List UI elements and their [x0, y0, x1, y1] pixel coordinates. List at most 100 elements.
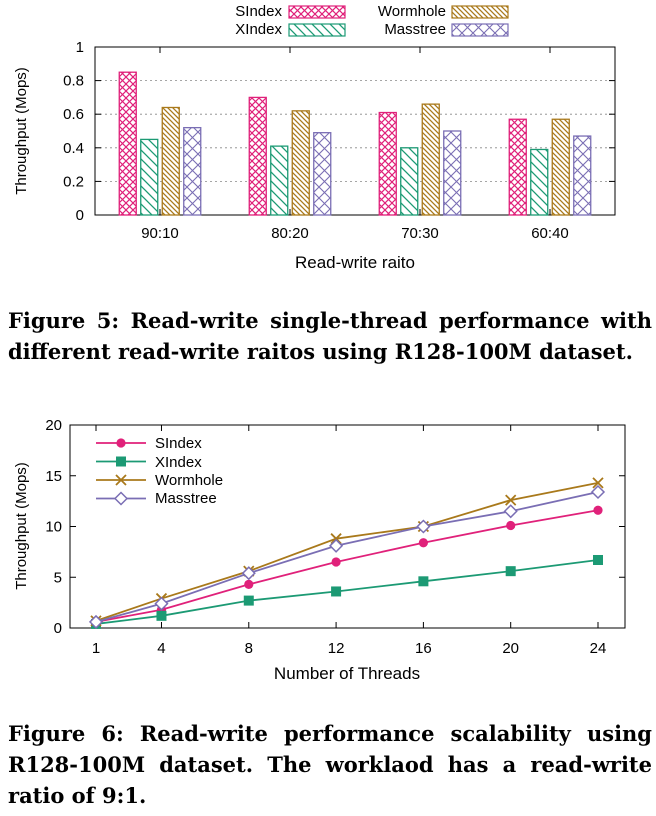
line-xindex: [95, 559, 599, 625]
x-tick-label: 20: [502, 640, 519, 657]
legend-label-xindex: XIndex: [235, 21, 282, 38]
legend-swatch-xindex: [288, 23, 346, 37]
bar-wormhole-80-20: [291, 110, 310, 216]
x-tick-label: 80:20: [271, 225, 309, 242]
x-axis-label: Read-write raito: [295, 253, 415, 272]
legend-swatch-sindex: [288, 5, 346, 19]
legend-label-sindex: SIndex: [155, 435, 202, 452]
legend-label-wormhole: Wormhole: [155, 472, 223, 489]
point-sindex-12: [331, 557, 341, 567]
x-tick-label: 90:10: [141, 225, 179, 242]
y-tick-label: 20: [45, 417, 62, 434]
series-xindex: [91, 554, 603, 629]
bar-masstree-70-30: [443, 130, 462, 216]
bar-xindex-90-10: [140, 138, 159, 216]
bar-xindex-80-20: [270, 145, 289, 216]
point-masstree-16: [416, 519, 431, 534]
series-masstree: [88, 484, 606, 629]
point-masstree-8: [241, 566, 256, 581]
x-tick-label: 12: [328, 640, 345, 657]
point-sindex-24: [593, 505, 603, 515]
legend-swatch-masstree: [451, 23, 509, 37]
legend-label-xindex: XIndex: [155, 454, 202, 471]
point-sindex-8: [244, 579, 254, 589]
bar-masstree-80-20: [313, 132, 332, 216]
bar-sindex-90-10: [118, 71, 137, 216]
figure5-caption: Figure 5: Read-write single-thread perfo…: [8, 308, 652, 364]
legend-marker-xindex: [116, 456, 126, 467]
y-tick-label: 0.2: [63, 173, 84, 190]
point-xindex-8: [243, 595, 254, 606]
figure5-bar-chart: 0 0.2 0.4 0.6 0.8 1 90:10 80:20 70:30 60:40 Thro…: [13, 3, 616, 272]
bar-masstree-90-10: [183, 126, 202, 216]
y-tick-label: 15: [45, 468, 62, 485]
y-tick-label: 0: [76, 207, 84, 224]
point-xindex-20: [505, 566, 516, 577]
x-tick-label: 70:30: [401, 225, 439, 242]
y-tick-label: 0.6: [63, 106, 84, 123]
bar-sindex-80-20: [248, 96, 267, 216]
bar-sindex-70-30: [378, 111, 397, 216]
series-lines: [88, 477, 606, 629]
bar-wormhole-90-10: [161, 106, 180, 216]
legend: SIndex XIndex Wormhole Masstree: [235, 3, 509, 38]
point-sindex-20: [506, 520, 516, 531]
bar-masstree-60-40: [573, 135, 592, 216]
y-axis-label: Throughput (Mops): [13, 67, 30, 195]
legend-marker-sindex: [116, 438, 126, 448]
bar-wormhole-70-30: [421, 103, 440, 216]
point-xindex-16: [418, 576, 429, 587]
point-wormhole-20: [505, 494, 517, 506]
point-masstree-24: [590, 484, 606, 500]
y-tick-label: 1: [76, 39, 84, 56]
bar-sindex-60-40: [508, 118, 527, 216]
bar-xindex-60-40: [530, 148, 549, 216]
figure6-caption: Figure 6: Read-write performance scalabi…: [8, 721, 652, 808]
legend-swatch-wormhole: [451, 5, 509, 19]
line-sindex: [95, 509, 599, 623]
point-xindex-4: [156, 610, 167, 621]
x-tick-labels: 1 4 8 12 16 20 24: [92, 425, 607, 657]
x-tick-label: 8: [245, 640, 253, 657]
point-masstree-20: [503, 504, 518, 519]
y-tick-label: 5: [54, 569, 62, 586]
legend-label-masstree: Masstree: [384, 21, 446, 38]
point-masstree-12: [329, 538, 344, 553]
point-xindex-24: [593, 554, 603, 565]
point-xindex-12: [331, 586, 342, 597]
plot-frame: [94, 46, 616, 216]
legend-label-masstree: Masstree: [155, 490, 217, 507]
x-tick-labels: 90:10 80:20 70:30 60:40: [141, 47, 569, 242]
point-wormhole-24: [592, 477, 604, 489]
x-tick-label: 60:40: [531, 225, 569, 242]
bar-xindex-70-30: [400, 147, 419, 216]
y-tick-label: 0: [54, 620, 62, 637]
legend-marker-masstree: [113, 491, 129, 506]
legend: SIndex XIndex Wormhole Masstree: [96, 435, 223, 507]
y-tick-label: 0.8: [63, 73, 84, 90]
line-masstree: [95, 491, 599, 623]
bar-wormhole-60-40: [551, 118, 570, 216]
y-tick-label: 0.4: [63, 140, 84, 157]
plot-frame: [69, 424, 626, 629]
y-tick-label: 10: [45, 519, 62, 536]
y-tick-labels: 0 5 10 15 20: [45, 417, 625, 637]
x-tick-label: 4: [157, 640, 165, 657]
point-sindex-16: [418, 538, 428, 548]
gridlines: [95, 80, 615, 182]
y-tick-labels: 0 0.2 0.4 0.6 0.8 1: [63, 39, 615, 224]
x-axis-label: Number of Threads: [274, 664, 420, 683]
point-masstree-1: [88, 614, 104, 629]
series-sindex: [91, 505, 603, 627]
legend-label-sindex: SIndex: [235, 3, 282, 20]
legend-label-wormhole: Wormhole: [378, 3, 446, 20]
x-tick-label: 1: [92, 640, 100, 657]
point-wormhole-12: [330, 533, 342, 545]
x-tick-label: 16: [415, 640, 432, 657]
bars: [118, 71, 592, 216]
y-axis-label: Throughput (Mops): [13, 462, 30, 590]
point-masstree-4: [154, 596, 169, 611]
x-tick-label: 24: [590, 640, 607, 657]
legend-marker-wormhole: [115, 474, 127, 486]
